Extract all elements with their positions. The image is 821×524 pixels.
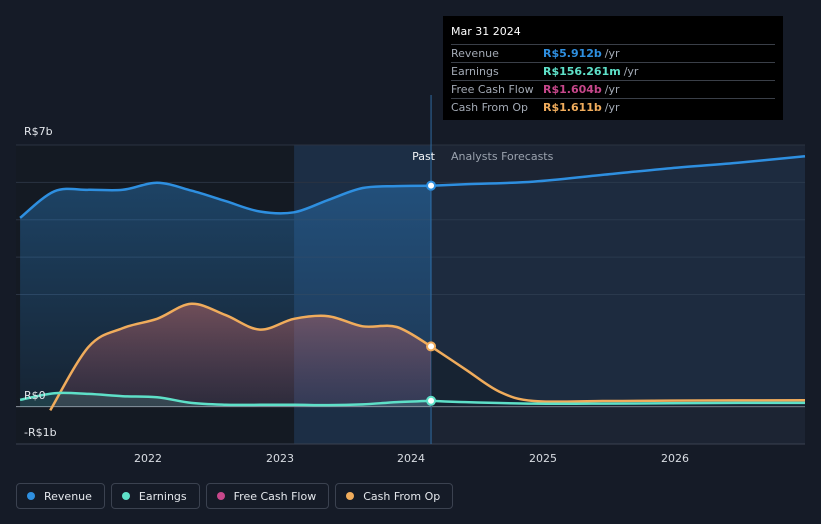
marker-earnings [426, 395, 437, 406]
marker-revenue [426, 180, 437, 191]
tooltip-unit: /yr [604, 47, 620, 60]
tooltip: Mar 31 2024 Revenue R$5.912b /yr Earning… [443, 16, 783, 120]
tooltip-row-free-cash-flow: Free Cash Flow R$1.604b /yr [451, 80, 775, 98]
tooltip-label: Revenue [451, 47, 499, 60]
revenue-forecast-line [430, 154, 806, 187]
tooltip-value: R$1.604b [543, 83, 602, 96]
tooltip-value: R$156.261m [543, 65, 621, 78]
tooltip-row-cash-from-op: Cash From Op R$1.611b /yr [451, 98, 775, 116]
tooltip-label: Cash From Op [451, 101, 529, 114]
cash-from-op-line [49, 302, 432, 412]
legend-label: Free Cash Flow [233, 489, 317, 503]
tooltip-unit: /yr [604, 83, 620, 96]
tooltip-value: R$1.611b [543, 101, 602, 114]
legend-item-earnings[interactable]: Earnings [110, 483, 200, 509]
marker-cash-from-op [426, 341, 437, 352]
legend-item-cash-from-op[interactable]: Cash From Op [335, 483, 454, 509]
x-tick-2026: 2026 [661, 452, 689, 465]
tooltip-value: R$5.912b [543, 47, 602, 60]
x-tick-2024: 2024 [397, 452, 425, 465]
x-tick-2025: 2025 [529, 452, 557, 465]
cash-from-op-area [50, 303, 431, 411]
earnings-forecast-line [430, 399, 806, 406]
tooltip-label: Free Cash Flow [451, 83, 534, 96]
y-tick-bottom: -R$1b [24, 426, 57, 439]
tooltip-label: Earnings [451, 65, 499, 78]
legend-dot-icon [216, 492, 225, 500]
x-tick-2023: 2023 [266, 452, 294, 465]
cash-from-op-forecast-line [430, 345, 806, 403]
tooltip-date: Mar 31 2024 [451, 25, 521, 38]
y-tick-top: R$7b [24, 125, 53, 138]
tooltip-unit: /yr [604, 101, 620, 114]
tooltip-row-revenue: Revenue R$5.912b /yr [451, 44, 775, 62]
legend-item-revenue[interactable]: Revenue [16, 483, 105, 509]
legend-label: Cash From Op [363, 489, 441, 503]
x-tick-2022: 2022 [134, 452, 162, 465]
earnings-line [19, 391, 432, 407]
tooltip-unit: /yr [623, 65, 639, 78]
revenue-line [19, 181, 432, 219]
tooltip-row-earnings: Earnings R$156.261m /yr [451, 62, 775, 80]
legend-item-free-cash-flow[interactable]: Free Cash Flow [205, 483, 330, 509]
legend-label: Earnings [138, 489, 187, 503]
legend: Revenue Earnings Free Cash Flow Cash Fro… [16, 483, 454, 509]
legend-dot-icon [121, 492, 130, 500]
y-tick-zero: R$0 [24, 389, 46, 402]
forecast-label: Analysts Forecasts [451, 150, 554, 163]
legend-label: Revenue [44, 489, 92, 503]
legend-dot-icon [346, 492, 355, 500]
past-label: Past [412, 150, 435, 163]
revenue-forecast-area [431, 156, 805, 407]
legend-dot-icon [27, 492, 35, 500]
